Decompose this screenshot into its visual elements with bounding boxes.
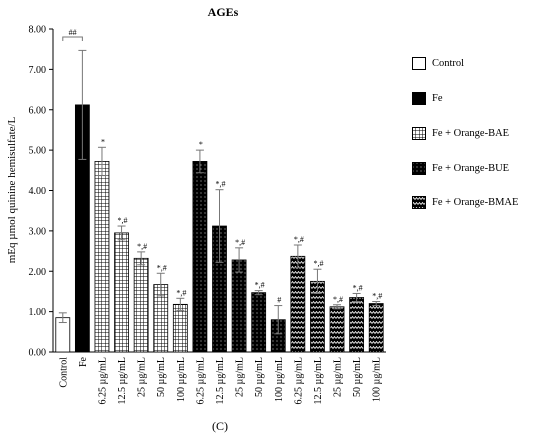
- significance-label: *,#: [333, 295, 343, 304]
- bar: [251, 292, 267, 353]
- legend-swatch-dots: [412, 161, 426, 175]
- y-axis-label: mEq µmol quinine hemisulfate/L: [6, 116, 18, 263]
- y-tick-label: 7.00: [29, 65, 47, 76]
- x-tick-label: 12.5 µg/mL: [117, 357, 128, 404]
- legend-item-bmae: Fe + Orange-BMAE: [412, 194, 518, 210]
- y-tick-label: 0.00: [29, 348, 47, 359]
- significance-label: *: [101, 137, 105, 146]
- y-tick-label: 3.00: [29, 226, 47, 237]
- x-tick-label: 50 µg/mL: [156, 357, 167, 397]
- x-tick-label: 6.25 µg/mL: [97, 357, 108, 404]
- x-tick-label: 6.25 µg/mL: [293, 357, 304, 404]
- figure-caption: (C): [212, 419, 228, 433]
- bar: [94, 161, 110, 353]
- significance-label: *,#: [372, 292, 382, 301]
- bar: [114, 232, 129, 353]
- plot-area: 0.00 1.00 2.00 3.00 4.00 5.00 6.00 7.00 8.00 Cont…: [29, 25, 386, 404]
- y-tick-label: 5.00: [29, 146, 47, 157]
- bar: [290, 255, 306, 353]
- y-tick-label: 6.00: [29, 105, 47, 116]
- significance-label: *,#: [157, 263, 167, 272]
- bar: [349, 297, 365, 353]
- legend-label: Control: [432, 57, 465, 69]
- legend-label: Fe: [432, 92, 443, 104]
- legend-swatch-zigzag: [412, 195, 426, 209]
- significance-label: *,#: [176, 288, 186, 297]
- significance-label: *,#: [216, 180, 226, 189]
- x-tick-label: 12.5 µg/mL: [215, 357, 226, 404]
- legend-label: Fe + Orange-BMAE: [432, 196, 519, 208]
- bracket-label: ##: [69, 28, 77, 37]
- significance-label: *,#: [294, 235, 304, 244]
- significance-label: *,#: [118, 216, 128, 225]
- x-tick-label: 100 µg/mL: [274, 357, 285, 402]
- x-tick-label: 100 µg/mL: [176, 357, 187, 402]
- ages-bar-chart: AGEs mEq µmol quinine hemisulfate/L 0.00…: [6, 5, 386, 404]
- significance-label: *,#: [255, 281, 265, 290]
- bar: [231, 259, 247, 353]
- significance-bracket: [62, 36, 83, 41]
- bar: [172, 303, 188, 353]
- legend-label: Fe + Orange-BAE: [432, 127, 510, 139]
- significance-label: *,#: [137, 242, 147, 251]
- x-tick-label: Control: [58, 357, 69, 388]
- x-tick-label: 12.5 µg/mL: [313, 357, 324, 404]
- bar: [133, 257, 149, 353]
- x-tick-label: 50 µg/mL: [254, 357, 265, 397]
- legend-swatch-black: [412, 91, 426, 105]
- legend-item-fe: Fe: [412, 90, 443, 106]
- y-tick-label: 2.00: [29, 267, 47, 278]
- significance-label: #: [277, 296, 281, 305]
- legend-label: Fe + Orange-BUE: [432, 162, 510, 174]
- chart-title: AGEs: [208, 5, 239, 19]
- x-tick-label: Fe: [78, 356, 89, 367]
- y-tick-label: 1.00: [29, 307, 47, 318]
- y-tick-label: 4.00: [29, 186, 47, 197]
- legend-item-bue: Fe + Orange-BUE: [412, 160, 509, 176]
- x-tick-label: 100 µg/mL: [372, 357, 383, 402]
- bar: [329, 306, 345, 353]
- legend-item-control: Control: [412, 55, 464, 71]
- x-tick-label: 25 µg/mL: [235, 357, 246, 397]
- legend-item-bae: Fe + Orange-BAE: [412, 125, 509, 141]
- significance-label: *,#: [313, 259, 323, 268]
- bar: [192, 161, 208, 353]
- significance-label: *,#: [353, 283, 363, 292]
- x-tick-label: 6.25 µg/mL: [195, 357, 206, 404]
- x-tick-label: 50 µg/mL: [352, 357, 363, 397]
- y-tick-label: 8.00: [29, 25, 47, 36]
- bar: [368, 303, 384, 353]
- x-tick-label: 25 µg/mL: [333, 357, 344, 397]
- significance-label: *,#: [235, 238, 245, 247]
- x-tick-label: 25 µg/mL: [137, 357, 148, 397]
- legend-swatch-grid: [412, 126, 426, 140]
- significance-label: *: [199, 140, 203, 149]
- legend-swatch-white: [412, 56, 426, 70]
